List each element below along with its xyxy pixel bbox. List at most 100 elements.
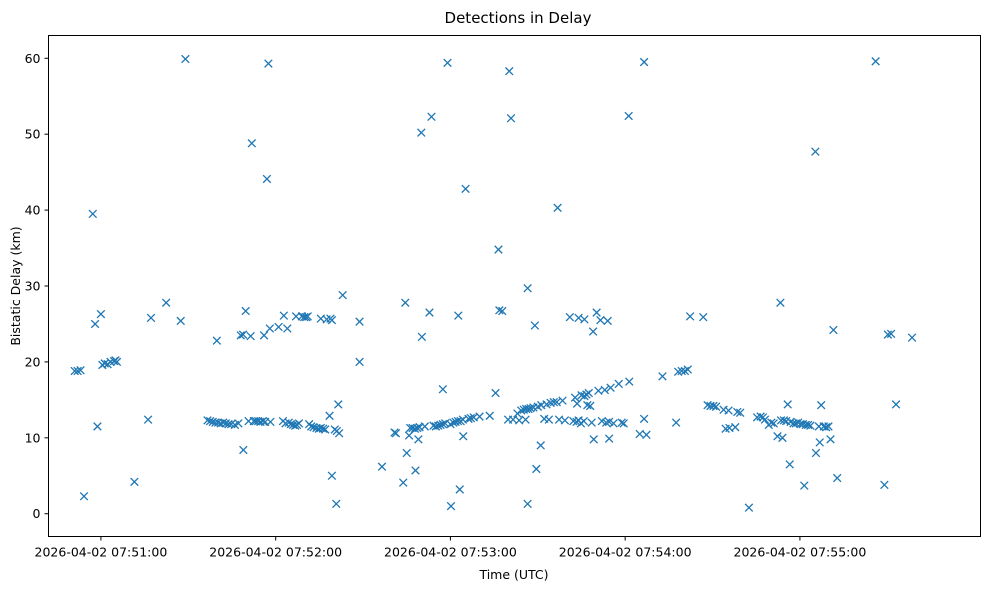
data-point	[377, 462, 387, 471]
data-point	[461, 184, 470, 194]
data-point	[238, 330, 248, 339]
data-point	[880, 480, 889, 490]
x-tick-label: 2026-04-02 07:51:00	[35, 545, 168, 560]
data-point	[536, 441, 545, 450]
data-point	[417, 128, 426, 137]
data-point	[453, 416, 463, 426]
data-point	[259, 331, 269, 340]
data-point	[549, 397, 559, 407]
data-point	[600, 385, 610, 395]
data-point	[800, 481, 809, 490]
data-point	[544, 415, 554, 424]
data-point	[585, 401, 595, 411]
data-point	[609, 419, 618, 428]
data-point	[495, 306, 504, 315]
data-point	[685, 312, 695, 321]
data-point	[785, 460, 794, 469]
y-tick-label: 60	[25, 51, 41, 66]
y-tick-label: 30	[25, 279, 41, 294]
data-point	[410, 424, 420, 433]
data-point	[671, 418, 681, 427]
data-point	[112, 357, 122, 367]
data-point	[491, 388, 500, 398]
data-point	[883, 330, 893, 339]
data-point	[485, 411, 495, 421]
data-point	[90, 319, 100, 329]
data-point	[677, 366, 686, 376]
data-point	[619, 419, 628, 428]
data-point	[744, 503, 754, 512]
data-point	[871, 57, 880, 66]
data-point	[338, 290, 347, 300]
data-point	[402, 448, 411, 458]
data-point	[773, 432, 782, 441]
data-point	[709, 401, 718, 411]
data-point	[592, 308, 601, 317]
x-axis: 2026-04-02 07:51:00 2026-04-02 07:52:00 20…	[35, 536, 867, 560]
data-point	[73, 366, 82, 376]
data-point	[811, 147, 820, 156]
data-point	[143, 415, 153, 424]
data-point	[642, 430, 651, 440]
data-point	[767, 418, 776, 427]
data-point	[449, 418, 458, 427]
data-point	[355, 317, 364, 326]
data-point	[436, 420, 445, 430]
data-point	[325, 411, 334, 421]
data-point	[425, 308, 434, 317]
data-point	[398, 478, 408, 487]
data-point	[327, 471, 337, 481]
data-point	[624, 377, 634, 386]
data-point	[391, 429, 401, 438]
data-point	[458, 432, 468, 441]
y-tick-label: 40	[25, 203, 41, 218]
data-point	[475, 412, 484, 421]
data-point	[454, 311, 463, 320]
data-point	[560, 416, 570, 425]
data-point	[427, 112, 436, 121]
data-point	[624, 111, 633, 121]
data-point	[756, 412, 765, 421]
data-point	[816, 400, 826, 410]
data-point	[203, 416, 212, 425]
data-point	[553, 203, 562, 213]
data-point	[334, 400, 343, 409]
y-tick-label: 50	[25, 127, 41, 142]
x-tick-label: 2026-04-02 07:55:00	[734, 545, 867, 560]
y-tick-label: 20	[25, 354, 41, 369]
data-point	[639, 57, 649, 67]
data-point	[779, 416, 789, 425]
data-point	[417, 332, 427, 342]
y-tick-label: 10	[25, 430, 41, 445]
data-point	[264, 59, 273, 68]
data-point	[318, 424, 328, 433]
data-point	[824, 422, 833, 431]
data-point	[327, 315, 337, 325]
data-point	[579, 416, 589, 426]
data-point	[79, 492, 89, 501]
data-point	[826, 435, 835, 444]
data-point	[580, 315, 589, 324]
data-point	[355, 357, 364, 367]
data-point	[614, 379, 624, 389]
data-point	[589, 435, 598, 444]
data-point	[266, 417, 275, 427]
data-point	[698, 312, 708, 322]
data-point	[532, 464, 541, 474]
data-point	[331, 499, 341, 509]
data-point	[161, 298, 171, 307]
x-axis-label: Time (UTC)	[478, 567, 548, 582]
data-point	[265, 324, 275, 333]
data-point	[433, 421, 443, 430]
data-point	[93, 422, 102, 431]
data-point	[446, 501, 456, 511]
data-point	[279, 311, 289, 320]
x-tick-label: 2026-04-02 07:52:00	[209, 545, 342, 560]
data-point	[731, 422, 740, 432]
data-point	[565, 312, 575, 322]
data-point	[274, 322, 283, 332]
data-point	[241, 306, 250, 316]
data-point	[530, 321, 540, 330]
data-point	[431, 422, 441, 431]
